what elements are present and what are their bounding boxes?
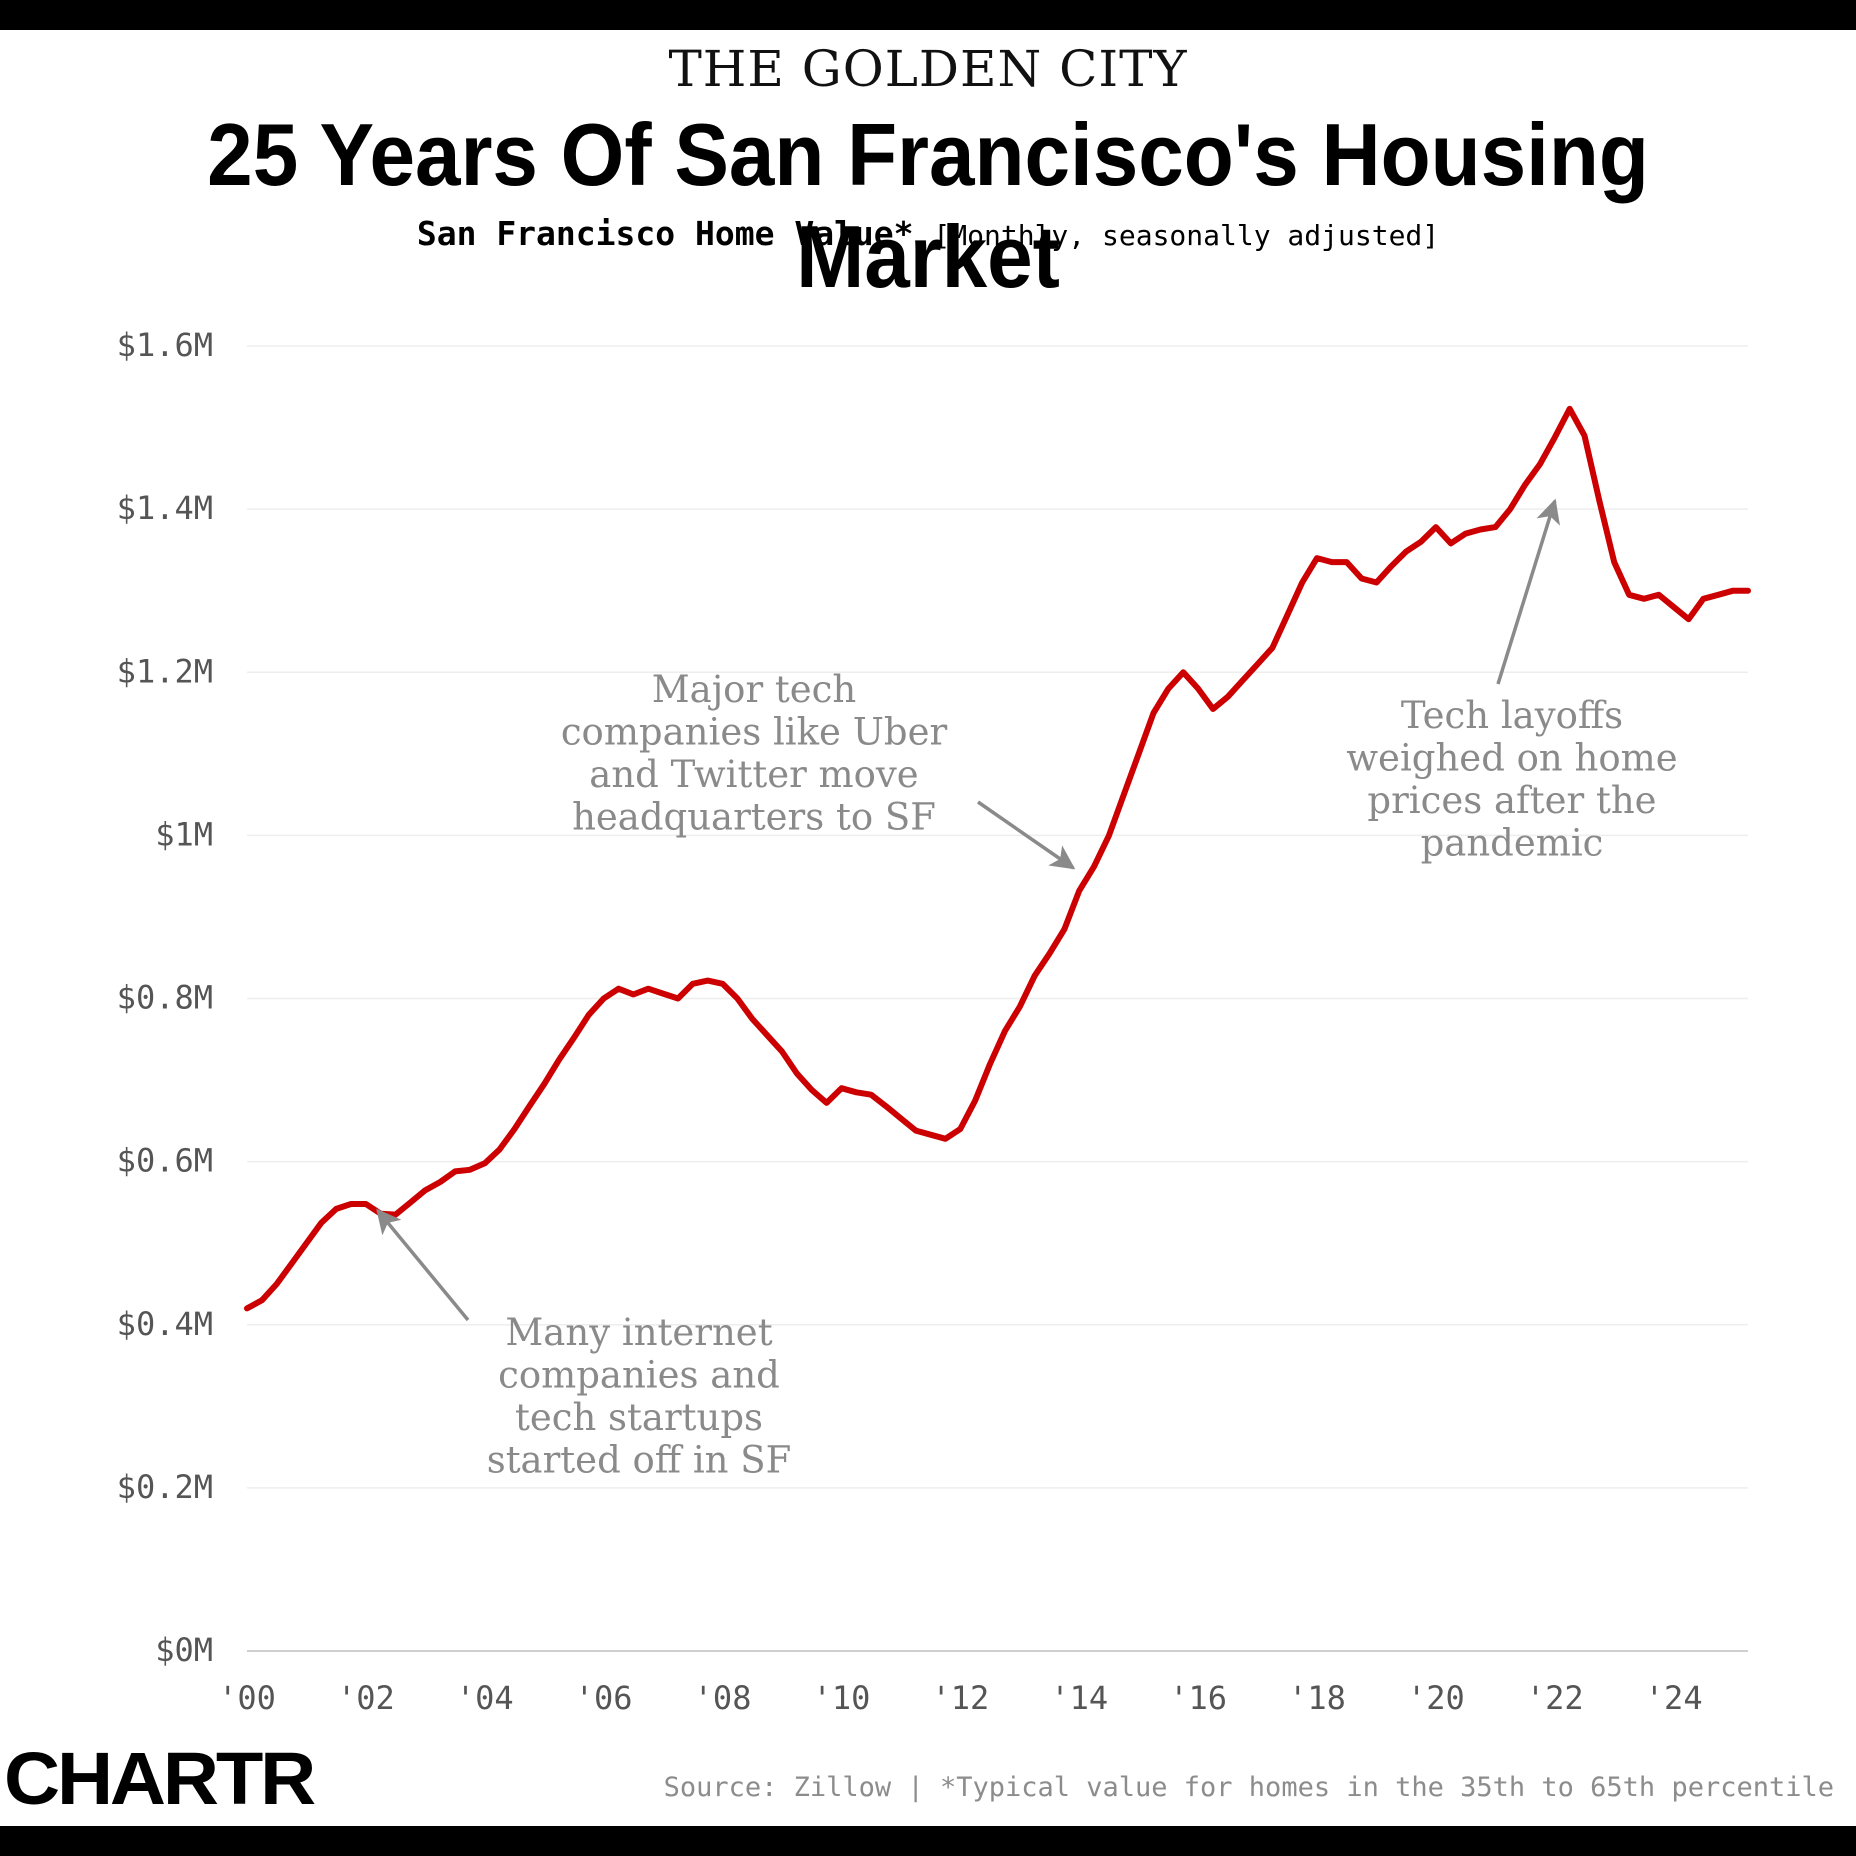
x-tick-label: '14 — [1050, 1679, 1108, 1717]
x-tick-label: '18 — [1288, 1679, 1346, 1717]
annotation-arrow — [1496, 498, 1560, 685]
annotation-text: Many internet — [505, 1311, 772, 1354]
y-tick-label: $0M — [155, 1631, 213, 1669]
y-tick-label: $0.6M — [117, 1142, 213, 1180]
annotation-text: Tech layoffs — [1401, 694, 1623, 737]
annotation-text: Major tech — [652, 668, 856, 711]
y-tick-label: $1.6M — [117, 326, 213, 364]
x-tick-label: '04 — [456, 1679, 514, 1717]
subtitle-main: San Francisco Home Value* — [416, 214, 914, 253]
annotation-text: headquarters to SF — [572, 796, 936, 839]
x-tick-label: '22 — [1526, 1679, 1584, 1717]
annotation-text: pandemic — [1421, 822, 1604, 865]
annotation-text: tech startups — [515, 1396, 763, 1439]
x-tick-label: '12 — [931, 1679, 989, 1717]
source-note: Source: Zillow | *Typical value for home… — [663, 1772, 1834, 1803]
x-axis: '00 '02 '04 '06 '08 '10 '12 '14 '16 '18 '20 '22 '24 — [218, 1679, 1702, 1717]
annotation-text: companies and — [498, 1354, 780, 1397]
x-tick-label: '10 — [813, 1679, 871, 1717]
x-tick-label: '16 — [1169, 1679, 1227, 1717]
y-tick-label: $1M — [155, 815, 213, 853]
y-tick-label: $1.2M — [117, 652, 213, 690]
top-border — [0, 0, 1856, 30]
grid — [247, 345, 1748, 1652]
x-tick-label: '02 — [337, 1679, 395, 1717]
y-tick-label: $1.4M — [117, 489, 213, 527]
chart-subtitle: San Francisco Home Value* [Monthly, seas… — [0, 214, 1856, 253]
chart-kicker: THE GOLDEN CITY — [668, 40, 1188, 98]
annotation-text: and Twitter move — [589, 753, 918, 796]
y-axis: $0M $0.2M $0.4M $0.6M $0.8M $1M $1.2M $1.4M $1.6… — [117, 326, 213, 1669]
x-tick-label: '00 — [218, 1679, 276, 1717]
y-tick-label: $0.4M — [117, 1305, 213, 1343]
series-line-home-value — [244, 405, 1751, 1312]
annotation-arrow — [376, 1208, 470, 1322]
series — [244, 405, 1751, 1312]
x-tick-label: '08 — [694, 1679, 752, 1717]
annotation-text: companies like Uber — [561, 711, 948, 754]
chart-title: 25 Years Of San Francisco's Housing Mark… — [207, 105, 1649, 306]
x-tick-label: '24 — [1645, 1679, 1703, 1717]
x-tick-label: '20 — [1407, 1679, 1465, 1717]
annotation-text: weighed on home — [1346, 737, 1677, 780]
annotation-arrow — [977, 800, 1076, 870]
annotation-text: prices after the — [1367, 779, 1656, 822]
chartr-logo: CHARTR — [4, 1737, 316, 1820]
x-tick-label: '06 — [575, 1679, 633, 1717]
annotation-text: started off in SF — [487, 1439, 792, 1482]
y-tick-label: $0.2M — [117, 1468, 213, 1506]
bottom-border — [0, 1826, 1856, 1856]
y-tick-label: $0.8M — [117, 979, 213, 1017]
subtitle-note: [Monthly, seasonally adjusted] — [933, 219, 1440, 252]
